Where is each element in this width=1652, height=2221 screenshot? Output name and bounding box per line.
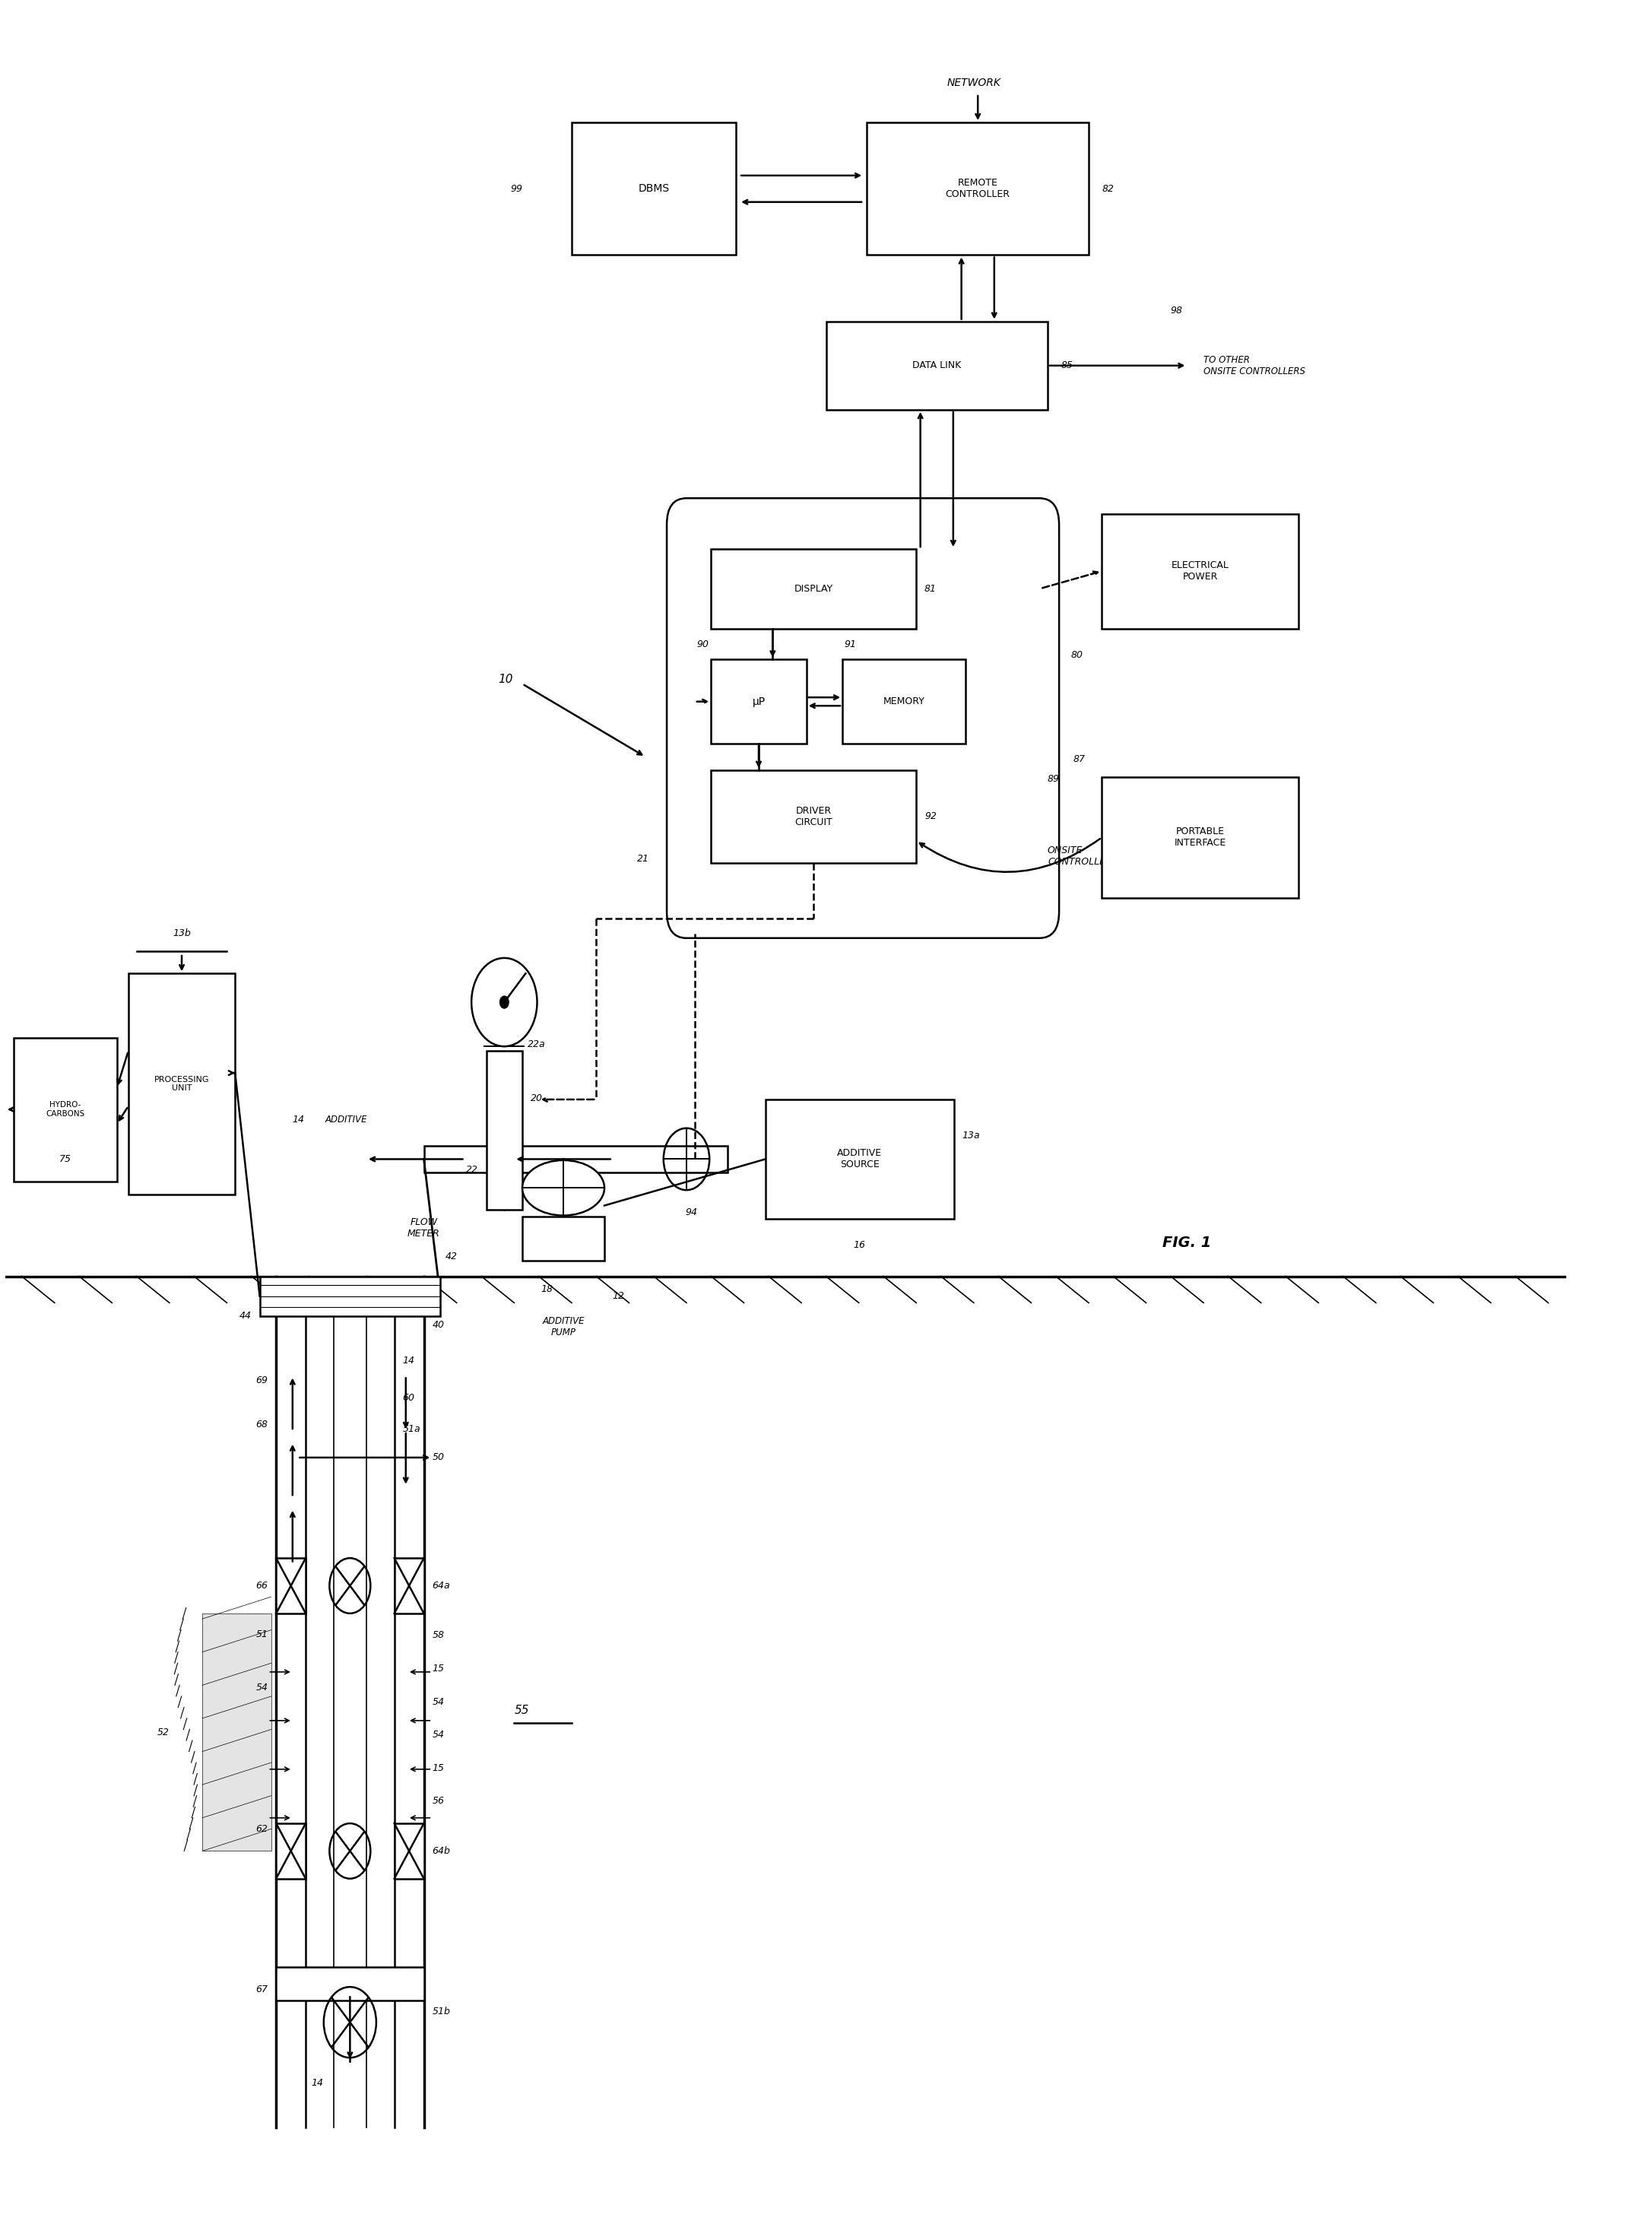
Text: 20: 20 — [530, 1093, 544, 1104]
FancyBboxPatch shape — [765, 1099, 955, 1219]
Text: 18: 18 — [540, 1284, 553, 1295]
Text: 54: 54 — [433, 1730, 444, 1739]
FancyBboxPatch shape — [710, 660, 806, 744]
Bar — [425, 1146, 727, 1173]
Text: 50: 50 — [433, 1453, 444, 1461]
Text: DATA LINK: DATA LINK — [912, 360, 961, 371]
Text: 66: 66 — [256, 1581, 268, 1590]
Text: 87: 87 — [1074, 755, 1085, 764]
Text: 54: 54 — [433, 1697, 444, 1706]
Bar — [522, 1217, 605, 1262]
FancyBboxPatch shape — [843, 660, 965, 744]
Text: REMOTE
CONTROLLER: REMOTE CONTROLLER — [945, 178, 1009, 200]
FancyBboxPatch shape — [867, 122, 1089, 255]
Text: 10: 10 — [499, 673, 514, 684]
Text: 64a: 64a — [433, 1581, 449, 1590]
Text: 15: 15 — [433, 1664, 444, 1675]
Text: 98: 98 — [1171, 304, 1183, 315]
Text: FLOW
METER: FLOW METER — [408, 1217, 439, 1239]
Text: 22a: 22a — [527, 1039, 545, 1048]
Text: 69: 69 — [256, 1375, 268, 1386]
Text: 13b: 13b — [173, 928, 192, 939]
Text: 56: 56 — [433, 1797, 444, 1806]
Text: 14: 14 — [403, 1355, 415, 1366]
FancyBboxPatch shape — [13, 1037, 117, 1182]
Text: DBMS: DBMS — [638, 184, 669, 193]
Circle shape — [499, 995, 509, 1008]
Text: μP: μP — [752, 695, 765, 706]
Text: 99: 99 — [510, 184, 522, 193]
Text: DISPLAY: DISPLAY — [795, 584, 833, 593]
Text: 91: 91 — [844, 640, 857, 649]
Text: 51: 51 — [256, 1630, 268, 1639]
Bar — [395, 1559, 425, 1612]
Text: 12: 12 — [613, 1290, 624, 1302]
Text: 90: 90 — [697, 640, 709, 649]
FancyBboxPatch shape — [129, 973, 235, 1195]
Bar — [486, 1051, 522, 1210]
Text: ADDITIVE
PUMP: ADDITIVE PUMP — [542, 1317, 585, 1337]
Text: 54: 54 — [256, 1684, 268, 1692]
Text: 67: 67 — [256, 1983, 268, 1994]
Text: 60: 60 — [403, 1393, 415, 1404]
FancyBboxPatch shape — [667, 498, 1059, 937]
Text: ADDITIVE
SOURCE: ADDITIVE SOURCE — [838, 1148, 882, 1170]
Bar — [276, 1823, 306, 1879]
Bar — [202, 1612, 271, 1850]
Text: 22: 22 — [466, 1166, 477, 1175]
Text: 13a: 13a — [961, 1130, 980, 1139]
Text: 58: 58 — [433, 1630, 444, 1641]
Text: 89: 89 — [1047, 773, 1061, 784]
Text: 21: 21 — [638, 853, 649, 864]
Bar — [259, 1277, 441, 1317]
Text: 51a: 51a — [403, 1424, 421, 1435]
Text: 14: 14 — [292, 1115, 304, 1124]
Text: 51b: 51b — [433, 2006, 451, 2017]
Text: 40: 40 — [433, 1319, 444, 1330]
Text: PROCESSING
UNIT: PROCESSING UNIT — [154, 1075, 210, 1093]
Text: HYDRO-
CARBONS: HYDRO- CARBONS — [46, 1102, 84, 1117]
FancyBboxPatch shape — [710, 771, 917, 864]
Text: 94: 94 — [686, 1208, 697, 1217]
Text: 82: 82 — [1102, 184, 1113, 193]
Bar — [276, 1968, 425, 2001]
Text: 62: 62 — [256, 1823, 268, 1835]
FancyBboxPatch shape — [572, 122, 735, 255]
Text: PORTABLE
INTERFACE: PORTABLE INTERFACE — [1175, 826, 1226, 848]
Text: 52: 52 — [157, 1728, 170, 1737]
Text: 68: 68 — [256, 1419, 268, 1430]
Text: 64b: 64b — [433, 1846, 451, 1857]
Text: MEMORY: MEMORY — [884, 697, 925, 706]
Text: 75: 75 — [59, 1155, 71, 1164]
Text: TO OTHER
ONSITE CONTROLLERS: TO OTHER ONSITE CONTROLLERS — [1204, 355, 1305, 375]
FancyBboxPatch shape — [1102, 513, 1298, 629]
Text: 92: 92 — [925, 811, 937, 822]
Text: 55: 55 — [514, 1704, 529, 1717]
Ellipse shape — [522, 1159, 605, 1215]
Text: 80: 80 — [1070, 651, 1084, 660]
Text: FIG. 1: FIG. 1 — [1163, 1235, 1211, 1250]
Text: ELECTRICAL
POWER: ELECTRICAL POWER — [1171, 560, 1229, 582]
Bar — [395, 1823, 425, 1879]
FancyBboxPatch shape — [710, 549, 917, 629]
Text: DRIVER
CIRCUIT: DRIVER CIRCUIT — [795, 806, 833, 826]
Text: 14: 14 — [311, 2079, 324, 2088]
Text: 16: 16 — [854, 1239, 866, 1250]
FancyBboxPatch shape — [826, 322, 1047, 411]
Text: ONSITE
CONTROLLER: ONSITE CONTROLLER — [1047, 846, 1112, 866]
Text: ADDITIVE: ADDITIVE — [325, 1115, 367, 1124]
Bar — [276, 1559, 306, 1612]
Text: 85: 85 — [1061, 360, 1072, 371]
FancyBboxPatch shape — [1102, 777, 1298, 897]
Text: 44: 44 — [240, 1310, 251, 1321]
Text: 15: 15 — [433, 1763, 444, 1772]
Text: NETWORK: NETWORK — [947, 78, 1001, 89]
Text: 81: 81 — [925, 584, 937, 593]
Text: 42: 42 — [444, 1250, 458, 1262]
